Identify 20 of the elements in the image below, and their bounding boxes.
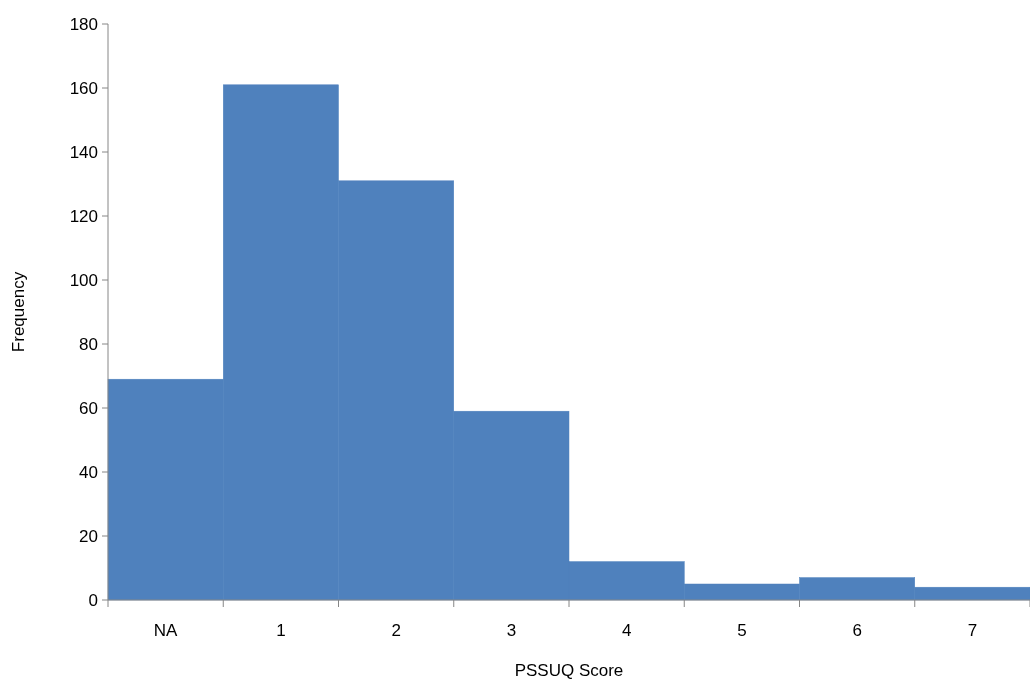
x-tick-label: 2 <box>391 621 401 640</box>
y-tick-label: 20 <box>79 526 98 546</box>
x-tick-label: 4 <box>621 621 632 640</box>
x-axis-title: PSSUQ Score <box>514 661 624 680</box>
y-tick-label: 40 <box>79 462 98 482</box>
y-tick-label: 120 <box>69 206 98 226</box>
x-tick-label: 1 <box>276 621 286 640</box>
y-tick-label: 160 <box>69 78 98 98</box>
y-tick-label: 180 <box>69 14 98 34</box>
y-tick-label: 60 <box>79 398 98 418</box>
y-axis-title: Frequency <box>9 271 28 353</box>
y-tick-label: 80 <box>79 334 98 354</box>
y-tick-label: 140 <box>69 142 98 162</box>
y-tick-label: 100 <box>69 270 98 290</box>
y-tick-label: 0 <box>88 590 98 610</box>
x-tick-label: 5 <box>737 621 747 640</box>
x-tick-label: NA <box>153 621 179 640</box>
x-tick-label: 3 <box>506 621 517 640</box>
x-tick-label: 7 <box>967 621 978 640</box>
x-tick-label: 6 <box>852 621 862 640</box>
